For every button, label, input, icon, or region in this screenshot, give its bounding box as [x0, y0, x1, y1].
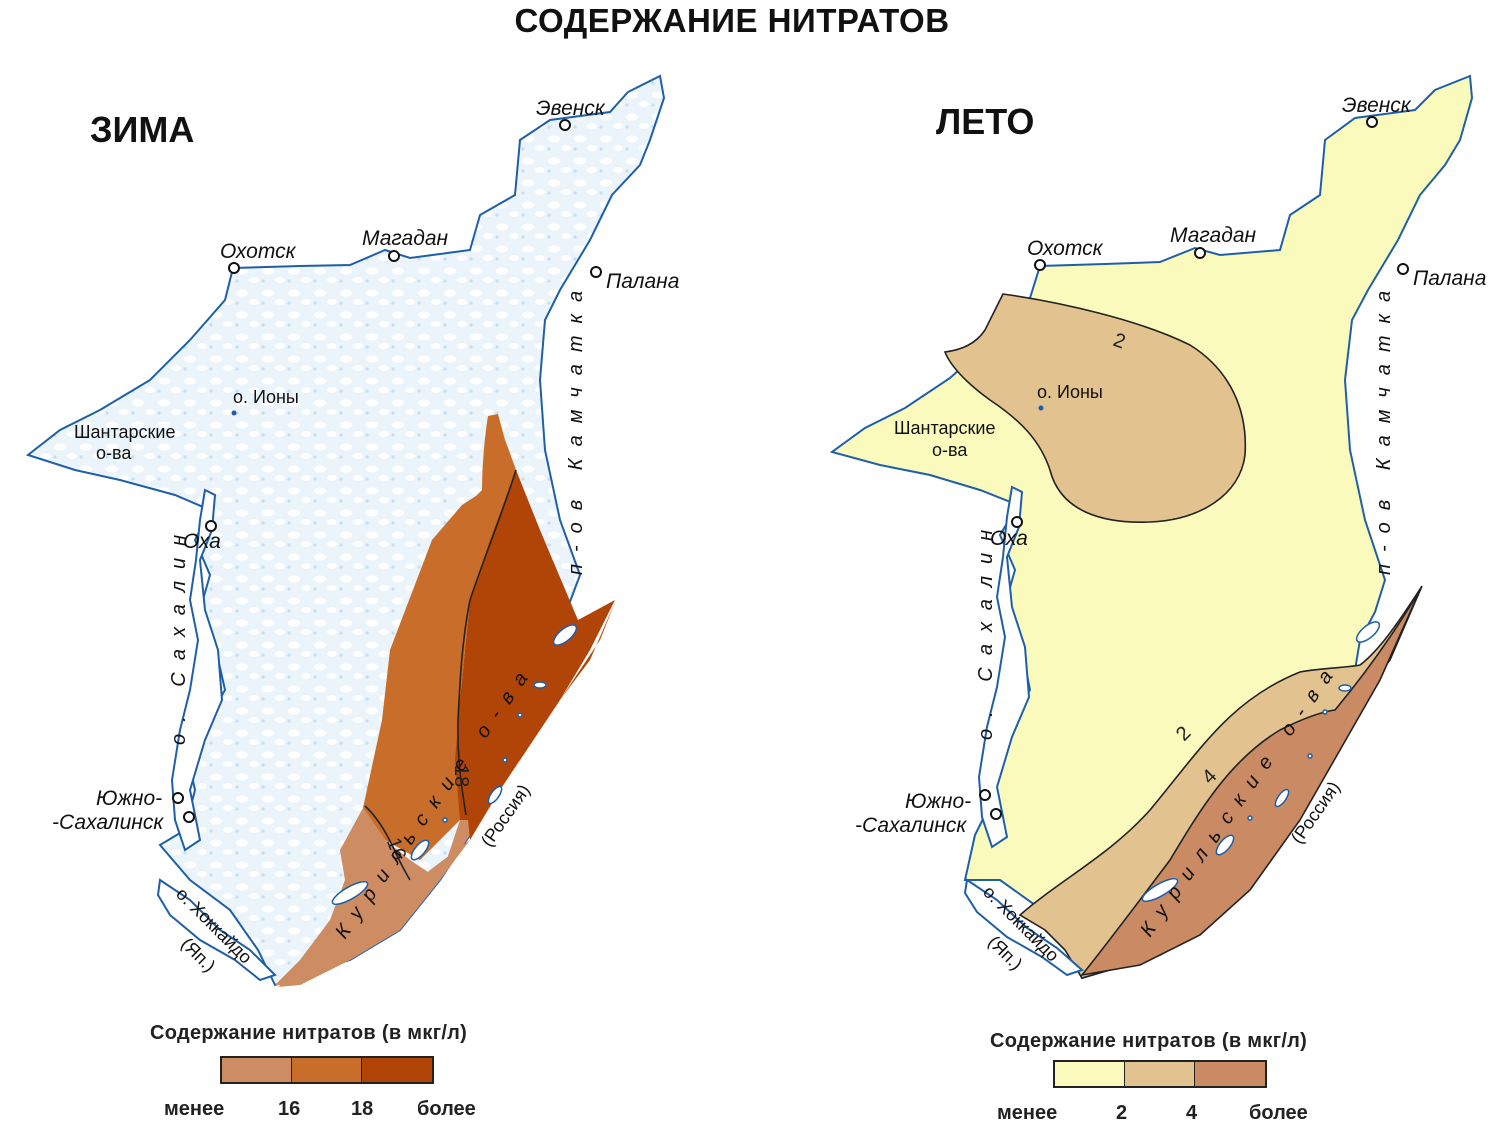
winter-legend-title: Содержание нитратов (в мкг/л) — [150, 1022, 468, 1044]
winter-legend-more: более — [417, 1098, 476, 1120]
summer-city-markers — [979, 116, 1409, 820]
summer-legend-swatches — [1053, 1060, 1267, 1088]
winter-city-palana: Палана — [606, 270, 679, 293]
winter-kuril-band — [468, 600, 616, 840]
summer-map: 2 2 4 ЛЕТО Эвенск Охотск Магадан Палана … — [829, 74, 1486, 980]
winter-sakhalin-island — [170, 488, 224, 852]
main-title: СОДЕРЖАНИЕ НИТРАТОВ — [514, 2, 950, 39]
summer-north-zone — [943, 293, 1247, 523]
summer-label-shantar-1: Шантарские — [894, 418, 995, 438]
summer-region-kamchatka: п-ов Камчатка — [1373, 279, 1395, 575]
winter-legend-swatch-more — [362, 1058, 432, 1082]
winter-iony-dot — [231, 410, 237, 416]
winter-city-yuzhno-2: -Сахалинск — [52, 811, 164, 834]
summer-hokkaido — [963, 878, 1084, 977]
summer-legend-more: более — [1249, 1102, 1308, 1124]
winter-legend: Содержание нитратов (в мкг/л) менее 16 1… — [150, 1022, 550, 1122]
summer-city-palana: Палана — [1413, 267, 1486, 290]
winter-zone-mid-main — [363, 416, 516, 860]
winter-hokkaido — [156, 878, 277, 982]
winter-legend-less: менее — [164, 1098, 225, 1120]
winter-label-shantar-2: о-ва — [96, 443, 132, 463]
winter-city-markers — [172, 119, 602, 823]
summer-iony-dot — [1038, 405, 1044, 411]
summer-season-title: ЛЕТО — [936, 101, 1034, 142]
summer-label-shantar-2: о-ва — [932, 440, 968, 460]
summer-legend-title: Содержание нитратов (в мкг/л) — [990, 1030, 1308, 1052]
summer-city-yuzhno-2: -Сахалинск — [855, 814, 967, 837]
summer-legend-swatch-more — [1195, 1062, 1265, 1086]
winter-city-magadan: Магадан — [362, 227, 448, 250]
winter-map: 18 16 ЗИМА Эвенск Охотск — [25, 74, 679, 987]
winter-city-evensk: Эвенск — [536, 97, 606, 120]
winter-region-kamchatka: п-ов Камчатка — [565, 279, 587, 575]
winter-kuril-band-low — [278, 840, 470, 987]
winter-legend-tick-16: 16 — [278, 1098, 301, 1120]
summer-legend: Содержание нитратов (в мкг/л) менее 2 4 … — [990, 1030, 1410, 1130]
winter-city-okhotsk: Охотск — [220, 240, 297, 263]
winter-zone-more-18 — [455, 470, 615, 820]
summer-sakhalin-island — [977, 485, 1031, 849]
winter-city-okha: Оха — [183, 530, 221, 553]
summer-city-yuzhno-1: Южно- — [905, 790, 971, 813]
winter-isoline-16 — [364, 805, 411, 881]
summer-city-magadan: Магадан — [1170, 224, 1256, 247]
winter-isoline-18 — [457, 469, 517, 816]
winter-label-iony: о. Ионы — [233, 387, 299, 407]
summer-city-okha: Оха — [990, 527, 1028, 550]
winter-region-sakhalin: о. Сахалин — [168, 523, 190, 745]
summer-legend-swatch-mid — [1125, 1062, 1195, 1086]
winter-isoline-label-18: 18 — [450, 765, 472, 787]
summer-city-okhotsk: Охотск — [1027, 237, 1104, 260]
summer-legend-swatch-less — [1055, 1062, 1125, 1086]
summer-kuril-islands — [1141, 621, 1381, 903]
winter-label-shantar-1: Шантарские — [74, 422, 175, 442]
summer-label-iony: о. Ионы — [1037, 382, 1103, 402]
summer-legend-less: менее — [997, 1102, 1058, 1124]
winter-legend-swatches — [220, 1056, 434, 1084]
winter-season-title: ЗИМА — [90, 109, 194, 150]
summer-legend-tick-4: 4 — [1186, 1102, 1198, 1124]
winter-zone-less-16 — [275, 808, 480, 985]
summer-city-evensk: Эвенск — [1342, 94, 1412, 117]
winter-legend-tick-18: 18 — [351, 1098, 374, 1120]
winter-legend-swatch-less — [222, 1058, 292, 1082]
winter-kuril-islands — [331, 624, 578, 906]
winter-city-yuzhno-1: Южно- — [96, 787, 162, 810]
winter-legend-swatch-mid — [292, 1058, 362, 1082]
summer-legend-tick-2: 2 — [1116, 1102, 1128, 1124]
summer-region-sakhalin: о. Сахалин — [975, 518, 997, 740]
